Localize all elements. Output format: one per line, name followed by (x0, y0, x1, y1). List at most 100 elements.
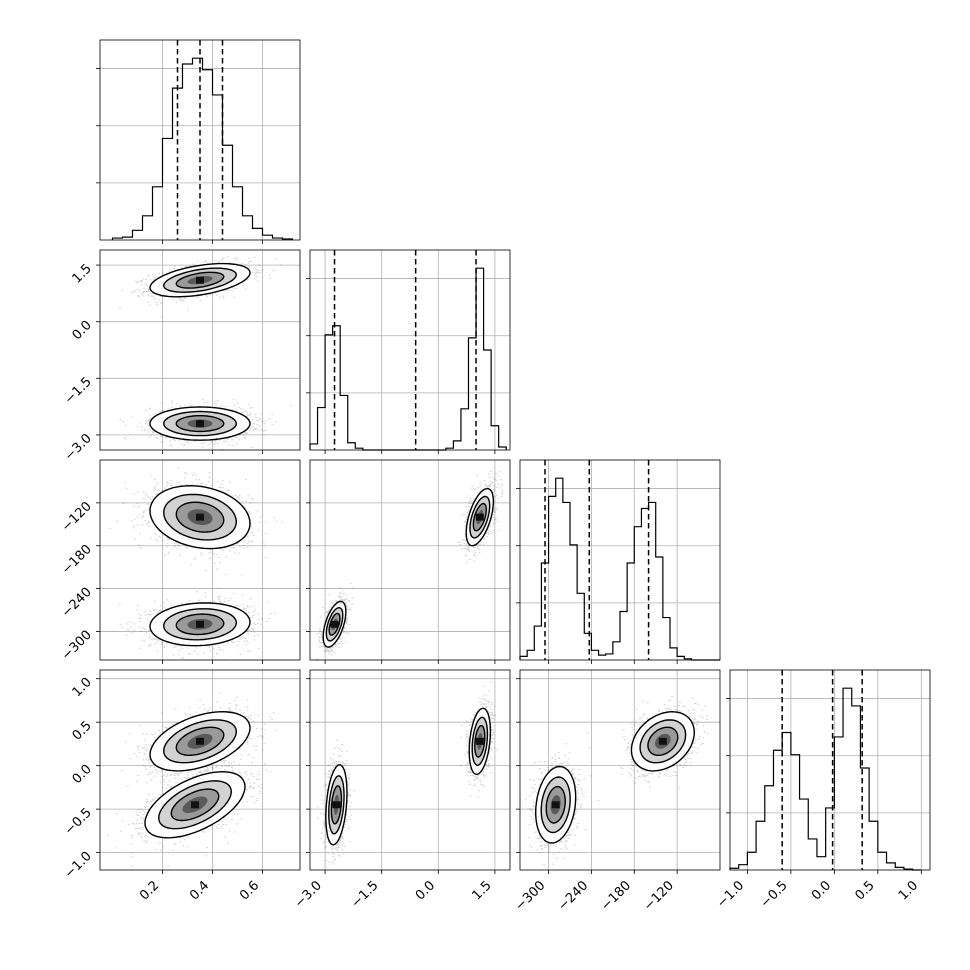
panel-content-2-1 (315, 470, 504, 660)
x-tick-label-1-0: −3.0 (292, 878, 325, 911)
contour-3-1-1-2 (330, 785, 343, 825)
histogram-2 (519, 477, 720, 661)
contour-2-0-0-2 (175, 501, 225, 533)
scatter-panel-2-1 (306, 459, 511, 664)
hist-frame-2 (519, 459, 721, 661)
contour-3-0-1-2 (170, 788, 220, 822)
contour-1-0-0-2 (175, 271, 225, 289)
y-tick-label-1-1: −1.5 (62, 375, 95, 408)
contour-2-1-1-1 (325, 606, 344, 642)
contour-1-0-1-0 (149, 406, 251, 441)
scatter-panel-3-2: −300 −240 −180 −120 (513, 669, 721, 914)
contour-1-0-0-0 (149, 262, 251, 298)
x-tick-label-3-1: −0.5 (758, 878, 791, 911)
x-tick-label-1-1: −1.5 (349, 878, 382, 911)
y-tick-label-2-1: −240 (59, 585, 95, 621)
contour-1-0-1-1 (163, 410, 238, 437)
contour-2-0-0-0 (149, 484, 251, 550)
contour-3-0-0-0 (149, 710, 251, 772)
scatter-panel-1-0: −3.0 −1.5 0.0 1.5 (62, 249, 301, 464)
contour-3-2-0-0 (630, 710, 696, 772)
contour-2-1-0-0 (465, 487, 495, 547)
y-tick-label-2-2: −180 (59, 542, 95, 578)
y-tick-label-3-1: −0.5 (62, 805, 95, 838)
contour-3-0-1-1 (158, 780, 233, 830)
histogram-3 (729, 687, 922, 871)
x-tick-label-2-3: −120 (641, 878, 677, 914)
contour-2-1-0-1 (469, 495, 491, 539)
contour-1-0-0-1 (163, 267, 238, 293)
density-peak-3-0-1 (191, 801, 199, 809)
histogram-1 (309, 267, 507, 451)
y-tick-label-3-2: 0.0 (70, 762, 95, 787)
frame-3-2 (519, 669, 721, 871)
x-tick-label-0-1: 0.4 (187, 878, 212, 903)
panel-content-3-2 (524, 695, 710, 866)
contour-3-1-1-0 (325, 764, 348, 846)
x-tick-label-2-2: −180 (598, 878, 634, 914)
contour-2-0-1-1 (163, 608, 238, 641)
hist-panel-0 (96, 39, 301, 244)
y-tick-label-2-0: −300 (59, 628, 95, 664)
x-tick-label-1-2: 0.0 (413, 878, 438, 903)
frame-2-0 (99, 459, 301, 661)
contour-3-2-1-0 (534, 765, 577, 844)
density-peak-3-0-0 (196, 737, 204, 745)
x-tick-label-3-2: 0.0 (809, 878, 834, 903)
contour-2-0-0-1 (163, 493, 238, 541)
density-peak-2-1-0 (475, 513, 484, 521)
x-tick-label-3-4: 1.0 (896, 878, 921, 903)
density-peak-3-2-0 (658, 737, 667, 745)
density-peak-3-2-1 (551, 801, 560, 809)
x-tick-label-0-0: 0.2 (137, 878, 162, 903)
hist-frame-3 (729, 669, 931, 871)
contour-3-1-0-2 (474, 724, 486, 758)
contour-3-2-1-2 (545, 785, 566, 824)
panel-content-2-0 (109, 467, 284, 660)
contour-3-2-0-2 (647, 726, 679, 756)
contour-3-2-1-1 (540, 776, 571, 834)
x-tick-label-1-3: 1.5 (469, 878, 494, 903)
density-peak-1-0-0 (196, 276, 204, 284)
hist-panel-2 (516, 459, 721, 664)
x-tick-label-3-0: −1.0 (714, 878, 747, 911)
contour-1-0-1-2 (175, 415, 225, 433)
contour-3-2-0-1 (639, 719, 687, 764)
hist-panel-1 (306, 249, 511, 454)
y-tick-label-1-2: 0.0 (70, 318, 95, 343)
panel-content-3-0 (106, 692, 277, 867)
frame-3-1 (309, 669, 511, 871)
contour-3-1-1-1 (328, 775, 345, 835)
frame-1-0 (99, 249, 301, 451)
density-peak-2-0-1 (196, 620, 204, 628)
contour-3-0-1-0 (144, 770, 246, 839)
panel-content-3-1 (317, 681, 498, 865)
contour-2-1-1-2 (328, 612, 341, 636)
scatter-panel-2-0: −300 −240 −180 −120 (59, 459, 301, 664)
hist-frame-1 (309, 249, 511, 451)
hist-frame-0 (99, 39, 301, 241)
contour-2-1-1-0 (322, 600, 347, 648)
density-peak-3-1-1 (332, 801, 341, 809)
frame-3-0 (99, 669, 301, 871)
panel-content-1-0 (100, 256, 292, 450)
y-tick-label-3-0: −1.0 (62, 849, 95, 882)
x-tick-label-0-2: 0.6 (237, 878, 262, 903)
density-peak-2-1-1 (330, 620, 339, 628)
contour-3-1-0-0 (468, 707, 492, 776)
y-tick-label-1-3: 1.5 (70, 261, 95, 286)
hist-panel-3: −1.0 −0.5 0.0 0.5 1.0 (714, 669, 931, 911)
density-peak-2-0-0 (196, 513, 204, 521)
contour-3-0-0-1 (163, 719, 238, 764)
density-peak-1-0-1 (196, 420, 204, 428)
x-tick-label-2-0: −300 (513, 878, 549, 914)
y-tick-label-2-3: −120 (59, 499, 95, 535)
contour-3-0-0-2 (175, 726, 225, 756)
contour-2-0-1-0 (149, 602, 251, 647)
contour-2-0-1-2 (175, 613, 225, 636)
density-peak-3-1-0 (475, 737, 484, 745)
x-tick-label-3-3: 0.5 (852, 878, 877, 903)
scatter-panel-3-0: −1.0 −0.5 0.0 0.5 1.0 0.2 0.4 0.6 (62, 669, 301, 903)
x-tick-label-2-1: −240 (555, 878, 591, 914)
